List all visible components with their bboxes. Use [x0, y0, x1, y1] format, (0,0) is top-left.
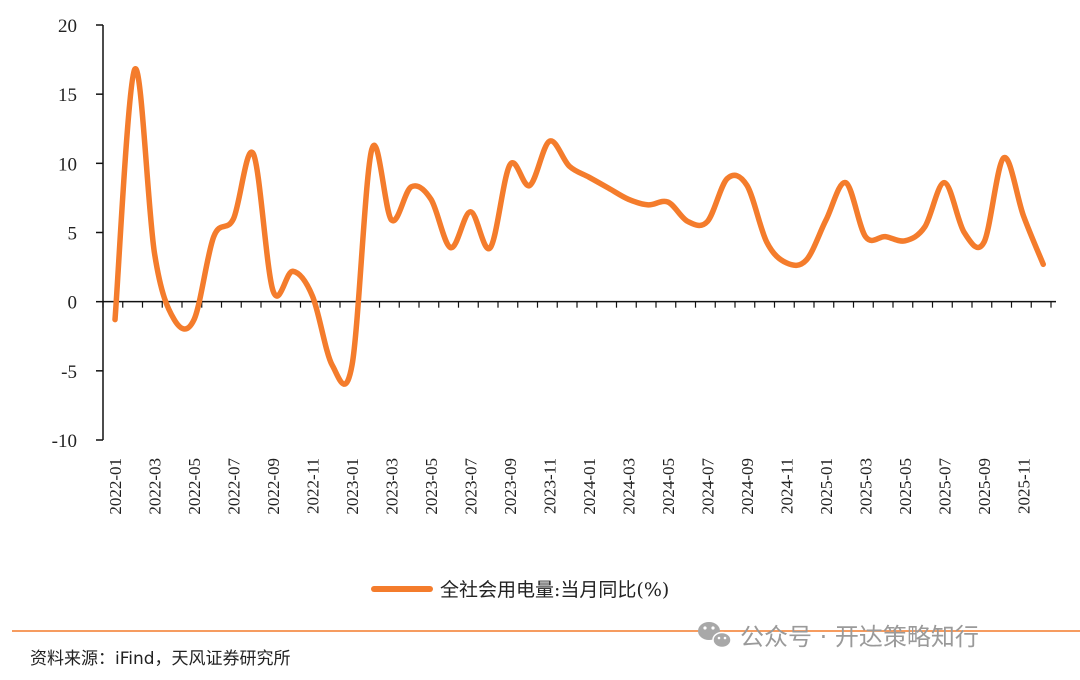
wechat-icon	[698, 622, 732, 649]
x-tick-label: 2022-05	[185, 458, 204, 515]
y-axis: -10 -5 0 5 10 15 20	[52, 16, 104, 452]
x-tick-label: 2023-03	[383, 458, 402, 515]
x-tick-label: 2025-09	[975, 458, 994, 515]
watermark: 公众号 · 开达策略知行	[698, 622, 979, 651]
x-tick-label: 2025-11	[1015, 458, 1034, 514]
y-tick-label: 20	[58, 16, 77, 37]
y-tick-label: 10	[58, 154, 77, 175]
y-tick-label: 0	[68, 293, 78, 314]
x-tick-label: 2025-05	[896, 458, 915, 515]
x-tick-label: 2022-09	[264, 458, 283, 515]
x-tick-label: 2024-07	[699, 458, 718, 515]
x-tick-label: 2022-01	[106, 458, 125, 515]
legend-label: 全社会用电量:当月同比(%)	[440, 579, 669, 601]
x-tick-label: 2023-09	[501, 458, 520, 515]
x-tick-label: 2023-11	[541, 458, 560, 514]
series-line	[112, 66, 1046, 387]
x-tick-label: 2023-01	[343, 458, 362, 515]
source-note: 资料来源：iFind，天风证券研究所	[30, 649, 291, 669]
x-tick-label: 2022-03	[146, 458, 165, 515]
y-tick-label: -5	[61, 362, 77, 383]
x-tick-label: 2025-01	[817, 458, 836, 515]
x-tick-label: 2025-07	[936, 458, 955, 515]
y-tick-label: 5	[68, 224, 78, 245]
x-tick-label: 2024-09	[738, 458, 757, 515]
x-axis: 2022-01 2022-03 2022-05 2022-07 2022-09 2022-…	[102, 300, 1056, 515]
y-tick-label: -10	[52, 431, 77, 452]
x-tick-label: 2024-01	[580, 458, 599, 515]
watermark-text: 公众号 · 开达策略知行	[740, 623, 979, 651]
x-tick-label: 2024-03	[620, 458, 639, 515]
y-tick-label: 15	[58, 85, 77, 106]
x-tick-label: 2022-11	[304, 458, 323, 514]
x-tick-label: 2024-05	[659, 458, 678, 515]
x-tick-label: 2023-07	[462, 458, 481, 515]
series-group	[112, 66, 1046, 387]
x-tick-label: 2024-11	[778, 458, 797, 514]
x-tick-label: 2025-03	[857, 458, 876, 515]
x-tick-label: 2023-05	[422, 458, 441, 515]
legend: 全社会用电量:当月同比(%)	[371, 579, 669, 601]
x-tick-label: 2022-07	[225, 458, 244, 515]
